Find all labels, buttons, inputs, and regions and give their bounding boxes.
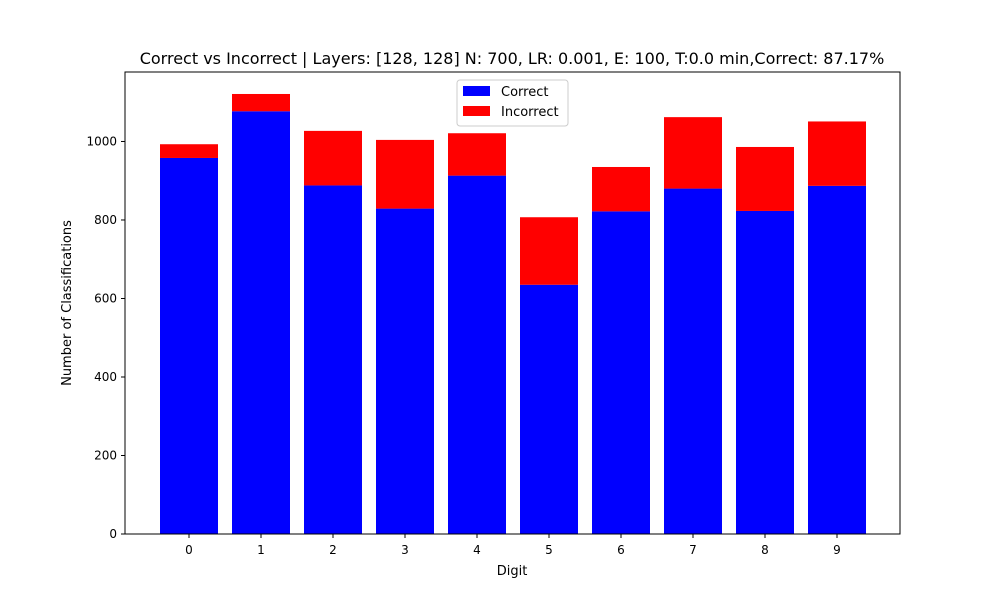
bar-correct-7 [664, 188, 722, 534]
legend-label-incorrect: Incorrect [501, 105, 559, 120]
legend-swatch-correct [463, 86, 490, 96]
x-tick-label: 7 [689, 543, 697, 557]
bar-correct-9 [808, 185, 866, 534]
x-tick-label: 2 [329, 543, 337, 557]
bar-incorrect-7 [664, 117, 722, 189]
bar-incorrect-0 [160, 144, 218, 158]
x-tick-label: 0 [185, 543, 193, 557]
x-tick-label: 4 [473, 543, 481, 557]
bar-correct-4 [448, 175, 506, 535]
legend-label-correct: Correct [501, 85, 548, 100]
bar-correct-8 [736, 210, 794, 534]
bar-correct-6 [592, 211, 650, 534]
bar-incorrect-3 [376, 139, 434, 209]
bar-incorrect-4 [448, 133, 506, 176]
x-tick-label: 3 [401, 543, 409, 557]
bar-incorrect-5 [520, 217, 578, 285]
y-axis-label: Number of Classifications [60, 220, 75, 386]
legend: Correct Incorrect [456, 79, 569, 127]
plot-area-frame [124, 71, 901, 535]
bar-incorrect-1 [232, 93, 290, 112]
x-tick-label: 6 [617, 543, 625, 557]
x-axis-ticks: 0 1 2 3 4 5 6 7 8 9 [185, 534, 841, 557]
bar-incorrect-6 [592, 166, 650, 212]
bar-correct-3 [376, 208, 434, 534]
y-tick-label: 400 [94, 370, 117, 384]
x-tick-label: 9 [833, 543, 841, 557]
y-axis-ticks: 0 200 400 600 800 1000 [86, 134, 125, 541]
chart-title: Correct vs Incorrect | Layers: [128, 128… [140, 49, 885, 68]
y-tick-label: 200 [94, 448, 117, 462]
bar-correct-5 [520, 284, 578, 534]
x-tick-label: 8 [761, 543, 769, 557]
bar-incorrect-9 [808, 121, 866, 186]
y-tick-label: 600 [94, 291, 117, 305]
x-tick-label: 5 [545, 543, 553, 557]
y-tick-label: 1000 [86, 134, 117, 148]
y-tick-label: 800 [94, 213, 117, 227]
bars-group [160, 93, 866, 535]
bar-correct-2 [304, 185, 362, 534]
bar-correct-1 [232, 111, 290, 535]
bar-incorrect-2 [304, 130, 362, 186]
bar-correct-0 [160, 157, 218, 534]
x-tick-label: 1 [257, 543, 265, 557]
bar-incorrect-8 [736, 146, 794, 211]
y-tick-label: 0 [109, 527, 117, 541]
x-axis-label: Digit [497, 564, 528, 579]
legend-swatch-incorrect [463, 106, 490, 116]
